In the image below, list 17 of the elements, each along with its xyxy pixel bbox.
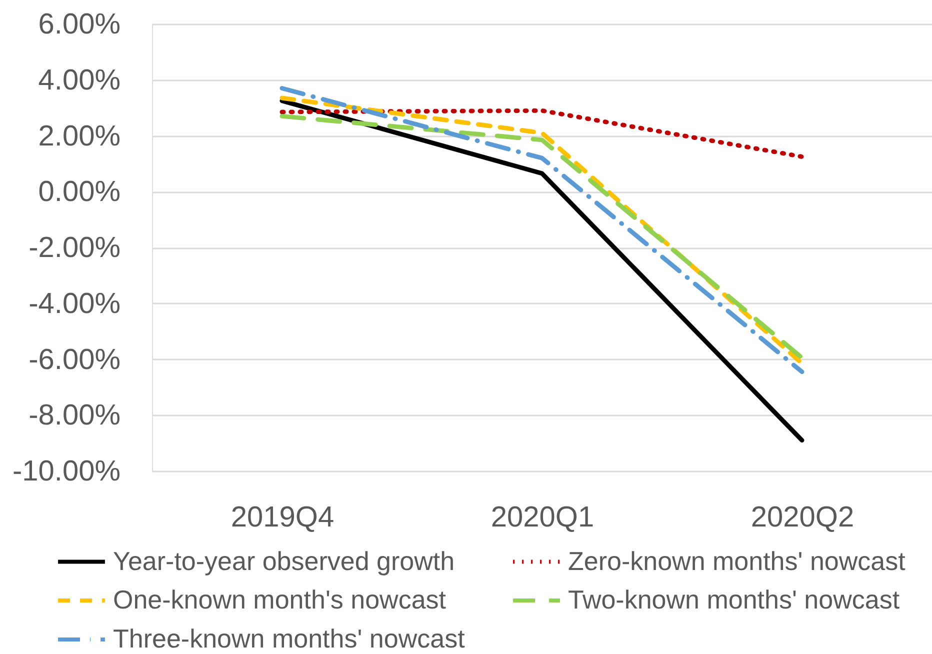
y-tick-label: -4.00% — [28, 288, 120, 320]
legend-label: One-known month's nowcast — [113, 584, 447, 614]
y-tick-label: -6.00% — [28, 344, 120, 376]
legend-label: Three-known months' nowcast — [113, 624, 466, 654]
legend-label: Two-known months' nowcast — [568, 584, 900, 614]
y-tick-label: -8.00% — [28, 400, 120, 432]
x-tick-label: 2019Q4 — [230, 502, 334, 534]
x-tick-label: 2020Q1 — [490, 502, 594, 534]
x-tick-label: 2020Q2 — [750, 502, 854, 534]
legend-label: Zero-known months' nowcast — [568, 546, 906, 576]
y-tick-label: -10.00% — [12, 456, 120, 488]
y-tick-label: 4.00% — [38, 64, 120, 96]
legend-label: Year-to-year observed growth — [113, 546, 455, 576]
y-tick-label: -2.00% — [28, 232, 120, 264]
y-tick-label: 2.00% — [38, 120, 120, 152]
y-tick-label: 0.00% — [38, 176, 120, 208]
y-tick-label: 6.00% — [38, 8, 120, 40]
